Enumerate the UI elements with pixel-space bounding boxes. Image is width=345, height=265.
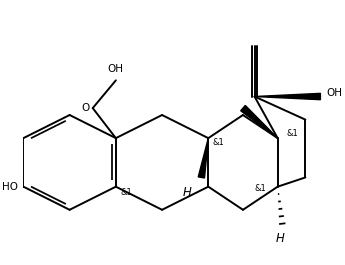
Text: &1: &1: [287, 129, 299, 138]
Text: HO: HO: [2, 182, 18, 192]
Text: H: H: [183, 186, 192, 199]
Text: &1: &1: [255, 184, 266, 193]
Polygon shape: [198, 138, 208, 178]
Text: OH: OH: [327, 88, 343, 98]
Polygon shape: [255, 93, 321, 100]
Text: &1: &1: [213, 138, 225, 147]
Text: O: O: [81, 103, 90, 113]
Text: OH: OH: [108, 64, 124, 74]
Polygon shape: [241, 105, 278, 138]
Text: &1: &1: [120, 188, 132, 197]
Text: H: H: [276, 232, 284, 245]
